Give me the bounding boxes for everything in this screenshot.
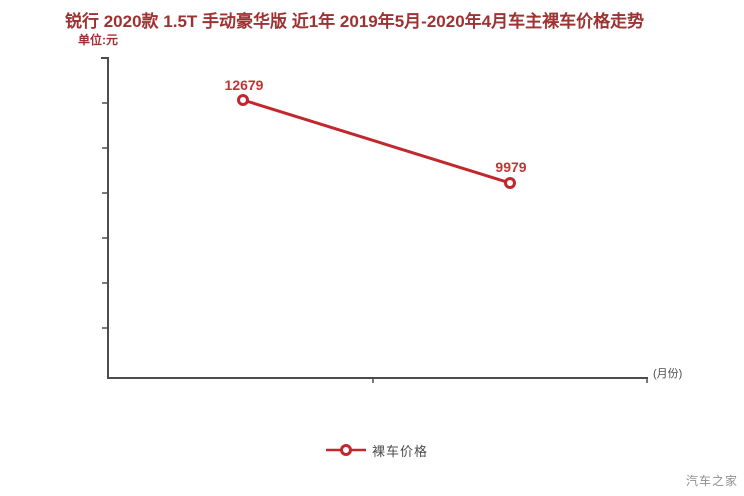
price-line-series <box>237 94 516 189</box>
y-axis <box>101 57 109 379</box>
legend-line-marker-icon <box>326 444 366 456</box>
x-axis-name-label: (月份) <box>653 368 683 380</box>
data-point-label-2: 9979 <box>495 159 527 175</box>
data-point-label-1: 12679 <box>224 77 264 93</box>
chart-title: 锐行 2020款 1.5T 手动豪华版 近1年 2019年5月-2020年4月车… <box>65 12 645 31</box>
legend: 裸车价格 <box>326 438 428 462</box>
data-point-marker <box>237 94 249 106</box>
y-axis-unit-label: 单位:元 <box>78 33 118 47</box>
legend-label: 裸车价格 <box>372 443 429 459</box>
watermark-autohome: 汽车之家 <box>685 474 738 488</box>
data-point-marker <box>504 177 516 189</box>
x-axis <box>107 377 648 383</box>
